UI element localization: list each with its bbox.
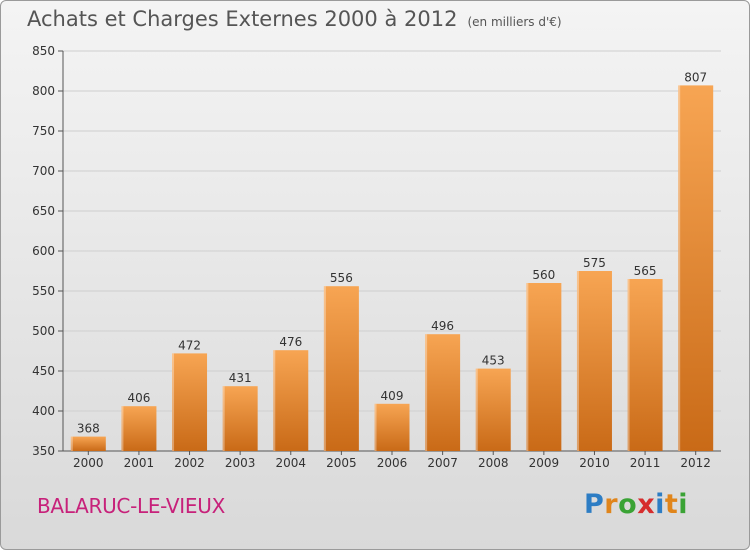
y-tick-label: 650 [32, 204, 55, 218]
y-tick-label: 500 [32, 324, 55, 338]
x-tick-label: 2000 [73, 456, 104, 470]
y-tick-label: 550 [32, 284, 55, 298]
bar-2005 [323, 286, 359, 451]
bar-2001 [121, 406, 157, 451]
bar-2009 [526, 283, 562, 451]
y-tick-label: 700 [32, 164, 55, 178]
data-label: 575 [583, 256, 606, 270]
x-tick-label: 2008 [478, 456, 509, 470]
y-tick-label: 800 [32, 84, 55, 98]
bar-2004 [273, 350, 309, 451]
data-label: 368 [77, 422, 100, 436]
y-tick-label: 400 [32, 404, 55, 418]
brand-letter: o [618, 489, 638, 520]
x-tick-label: 2007 [427, 456, 458, 470]
brand-letter: i [655, 489, 665, 520]
bar-2000 [70, 436, 106, 451]
bar-2008 [475, 368, 511, 451]
x-tick-labels: 2000 2001 2002 2003 2004 2005 2006 2007 2008 2009… [73, 456, 711, 470]
bars [70, 85, 714, 452]
data-label: 431 [229, 371, 252, 385]
x-tick-label: 2003 [225, 456, 256, 470]
y-tick-label: 600 [32, 244, 55, 258]
y-tick-label: 350 [32, 444, 55, 458]
brand-letter: i [678, 489, 689, 520]
location-name: BALARUC-LE-VIEUX [37, 494, 225, 518]
brand-letter: r [604, 489, 619, 520]
proxiti-logo[interactable]: Proxiti [584, 489, 688, 520]
chart-unit: (en milliers d'€) [467, 15, 562, 29]
chart-title-text: Achats et Charges Externes 2000 à 2012 [27, 7, 458, 31]
data-label: 496 [431, 319, 454, 333]
data-labels: 368 406 472 431 476 556 409 496 453 560 575 565 807 [77, 70, 707, 435]
data-label: 453 [482, 354, 505, 368]
brand-letter: x [637, 489, 656, 520]
y-tick-label: 750 [32, 124, 55, 138]
x-tick-label: 2004 [275, 456, 306, 470]
bar-2003 [222, 386, 258, 451]
x-tick-label: 2002 [174, 456, 205, 470]
x-tick-label: 2010 [579, 456, 610, 470]
bar-2011 [627, 279, 663, 451]
chart-title: Achats et Charges Externes 2000 à 2012 (e… [27, 7, 562, 31]
data-label: 556 [330, 271, 353, 285]
bar-2012 [678, 85, 714, 452]
brand-letter: t [664, 489, 679, 520]
brand-letter: P [584, 489, 605, 520]
x-tick-label: 2012 [680, 456, 711, 470]
data-label: 565 [634, 264, 657, 278]
x-tick-label: 2006 [377, 456, 408, 470]
data-label: 807 [684, 70, 707, 84]
bar-2010 [576, 271, 612, 451]
bar-2007 [425, 334, 461, 451]
data-label: 560 [532, 268, 555, 282]
x-tick-label: 2009 [529, 456, 560, 470]
data-label: 406 [127, 391, 150, 405]
y-tick-label: 850 [32, 44, 55, 58]
data-label: 409 [381, 389, 404, 403]
data-label: 476 [279, 335, 302, 349]
bar-2002 [172, 353, 208, 451]
x-tick-label: 2005 [326, 456, 357, 470]
data-label: 472 [178, 338, 201, 352]
x-tick-label: 2001 [124, 456, 155, 470]
y-tick-labels: 350 400 450 500 550 600 650 700 750 800 850 [32, 44, 55, 458]
y-tick-label: 450 [32, 364, 55, 378]
bar-2006 [374, 403, 410, 451]
x-tick-label: 2011 [630, 456, 661, 470]
